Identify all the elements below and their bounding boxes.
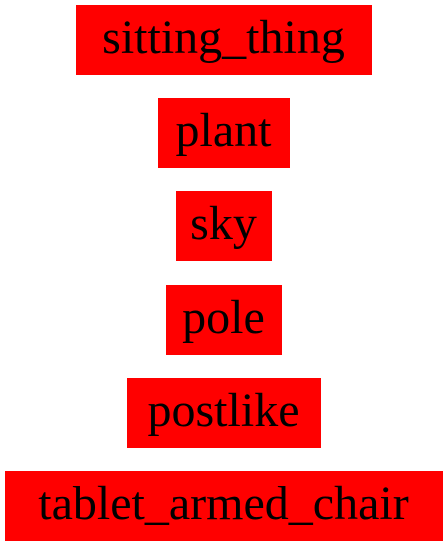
label-postlike: postlike [126, 378, 321, 448]
label-sitting-thing: sitting_thing [75, 5, 372, 75]
label-sky: sky [175, 191, 272, 261]
label-tablet-armed-chair: tablet_armed_chair [4, 471, 443, 541]
label-pole: pole [165, 285, 282, 355]
label-plant: plant [157, 98, 290, 168]
